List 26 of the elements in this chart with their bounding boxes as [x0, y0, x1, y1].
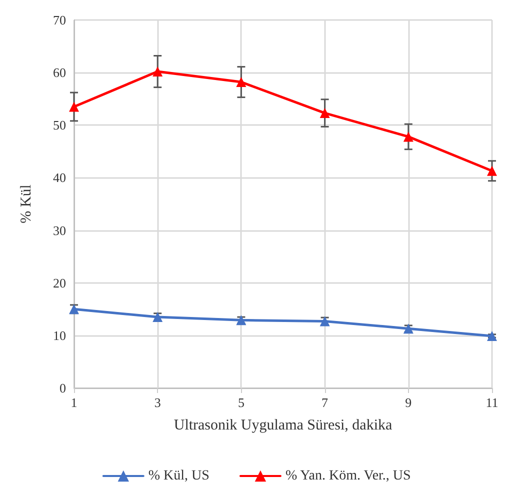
x-tick-label: 5 — [238, 395, 244, 410]
y-tick-label: 70 — [53, 12, 66, 28]
point — [69, 304, 79, 314]
y-tick-label: 50 — [53, 118, 66, 133]
y-tick-label: 10 — [53, 328, 66, 343]
x-axis-title: Ultrasonik Uygulama Süresi, dakika — [174, 418, 392, 434]
x-tick-label: 1 — [70, 395, 78, 410]
y-tick-label: 40 — [53, 170, 66, 186]
y-tick-label: 60 — [53, 65, 66, 80]
y-tick-label: 0 — [60, 380, 66, 396]
x-tick-label: 7 — [322, 395, 329, 410]
x-tick-label: 3 — [154, 395, 161, 410]
y-axis-title: % Kül — [18, 184, 34, 224]
point — [487, 166, 497, 176]
x-tick-label: 9 — [405, 395, 412, 410]
legend-label: % Yan. Köm. Ver., US — [285, 468, 411, 484]
point — [69, 102, 79, 112]
y-tick-label: 20 — [53, 275, 66, 290]
y-tick-label: 30 — [53, 222, 66, 238]
point — [320, 108, 330, 118]
point — [152, 66, 163, 77]
point — [487, 330, 497, 341]
point — [403, 132, 414, 142]
legend-label: % Kül, US — [148, 468, 210, 484]
x-tick-label: 11 — [486, 395, 498, 410]
point — [236, 77, 246, 88]
